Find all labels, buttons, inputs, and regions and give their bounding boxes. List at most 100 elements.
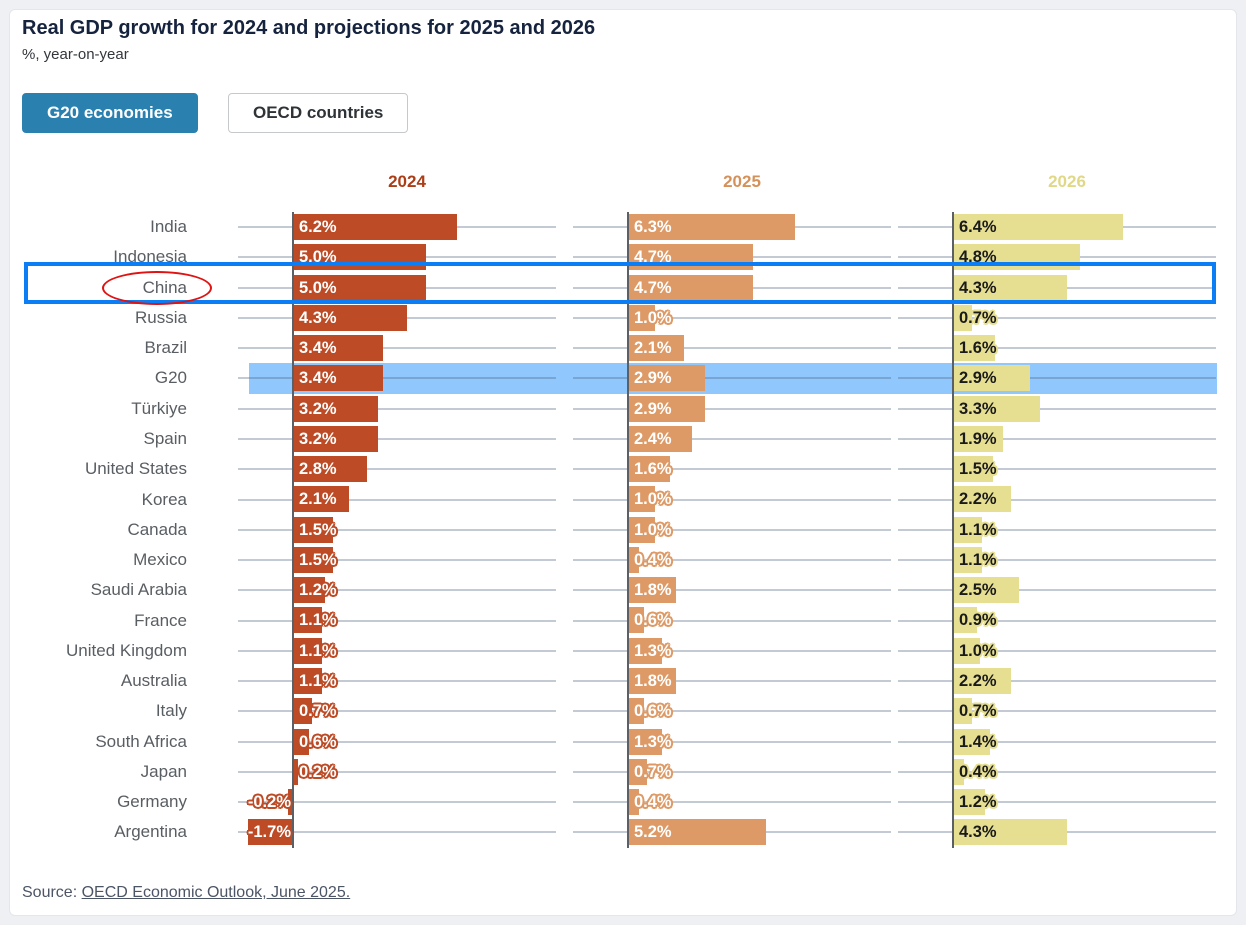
tab-g20-economies[interactable]: G20 economies [22, 93, 198, 133]
country-label-korea: Korea [141, 489, 187, 509]
value-label-2025-italy: 0.6% [634, 702, 672, 721]
chart-row-2026-korea: 2.2% [898, 484, 1216, 514]
bar-2026-japan[interactable] [953, 758, 964, 785]
bar-2024-russia[interactable] [293, 304, 407, 331]
bar-2025-mexico[interactable] [628, 546, 639, 573]
gridline [573, 740, 891, 743]
bar-2024-g20[interactable] [293, 365, 384, 392]
bar-2025-south-africa[interactable] [628, 728, 663, 755]
chart-row-2026-türkiye: 3.3% [898, 394, 1216, 424]
source-note: Source: OECD Economic Outlook, June 2025… [22, 884, 350, 902]
value-label-2025-australia: 1.8% [634, 671, 672, 690]
bar-2025-spain[interactable] [628, 425, 692, 452]
bar-2024-türkiye[interactable] [293, 395, 378, 422]
bar-2025-germany[interactable] [628, 789, 639, 816]
bar-2024-saudi-arabia[interactable] [293, 577, 325, 604]
value-label-2026-united-kingdom: 1.0% [959, 641, 997, 660]
bar-2025-france[interactable] [628, 607, 644, 634]
bar-2025-australia[interactable] [628, 667, 676, 694]
bar-2025-saudi-arabia[interactable] [628, 577, 676, 604]
value-label-2026-g20: 2.9% [959, 369, 997, 388]
bar-2024-south-africa[interactable] [293, 728, 309, 755]
bar-2024-united-states[interactable] [293, 456, 368, 483]
bar-2026-south-africa[interactable] [953, 728, 991, 755]
value-label-2025-indonesia: 4.7% [634, 248, 672, 267]
bar-2025-india[interactable] [628, 214, 795, 240]
bar-2026-italy[interactable] [953, 698, 972, 725]
bar-2024-mexico[interactable] [293, 546, 333, 573]
bar-2026-china[interactable] [953, 274, 1067, 301]
bar-2025-china[interactable] [628, 274, 753, 301]
bar-2025-italy[interactable] [628, 698, 644, 725]
bar-2026-brazil[interactable] [953, 335, 996, 362]
value-label-2025-saudi-arabia: 1.8% [634, 581, 672, 600]
bar-2025-russia[interactable] [628, 304, 655, 331]
bar-2025-brazil[interactable] [628, 335, 684, 362]
value-label-2026-türkiye: 3.3% [959, 399, 997, 418]
tab-oecd-countries[interactable]: OECD countries [228, 93, 409, 133]
value-label-2026-brazil: 1.6% [959, 339, 997, 358]
chart-row-2025-china: 4.7% [573, 273, 891, 303]
bar-2024-france[interactable] [293, 607, 323, 634]
bar-2025-united-kingdom[interactable] [628, 637, 663, 664]
gridline [573, 710, 891, 713]
bar-2024-korea[interactable] [293, 486, 349, 513]
bar-2026-g20[interactable] [953, 365, 1030, 392]
bar-2026-canada[interactable] [953, 516, 983, 543]
bar-2025-canada[interactable] [628, 516, 655, 543]
bar-2025-united-states[interactable] [628, 456, 671, 483]
bar-2026-russia[interactable] [953, 304, 972, 331]
bar-2026-korea[interactable] [953, 486, 1012, 513]
column-header-2026: 2026 [1048, 172, 1086, 191]
bar-2026-australia[interactable] [953, 667, 1012, 694]
bar-2025-japan[interactable] [628, 758, 647, 785]
chart-row-2024-australia: 1.1% [238, 666, 556, 696]
bar-2026-united-kingdom[interactable] [953, 637, 980, 664]
value-label-2024-south-africa: 0.6% [299, 732, 337, 751]
bar-2026-türkiye[interactable] [953, 395, 1041, 422]
country-label-canada: Canada [127, 519, 187, 539]
chart-row-2026-brazil: 1.6% [898, 333, 1216, 363]
chart-row-2025-united-kingdom: 1.3% [573, 636, 891, 666]
bar-2024-germany[interactable] [287, 789, 293, 816]
country-label-spain: Spain [143, 428, 187, 448]
gridline [898, 801, 1216, 804]
bar-2024-brazil[interactable] [293, 335, 384, 362]
bar-2024-japan[interactable] [293, 758, 299, 785]
value-label-2026-spain: 1.9% [959, 429, 997, 448]
gridline [238, 407, 556, 410]
chart-row-2025-brazil: 2.1% [573, 333, 891, 363]
country-label-g20: G20 [154, 368, 187, 388]
bar-2026-saudi-arabia[interactable] [953, 577, 1020, 604]
bar-2026-india[interactable] [953, 214, 1123, 240]
china-row-highlight-box [24, 262, 1216, 304]
chart-row-2025-germany: 0.4% [573, 787, 891, 817]
bar-2024-united-kingdom[interactable] [293, 637, 323, 664]
gridline [238, 740, 556, 743]
bar-2026-mexico[interactable] [953, 546, 983, 573]
bar-2024-china[interactable] [293, 274, 426, 301]
bar-2025-türkiye[interactable] [628, 395, 705, 422]
bar-2024-australia[interactable] [293, 667, 323, 694]
bar-2025-g20[interactable] [628, 365, 705, 392]
chart-row-2026-united-kingdom: 1.0% [898, 636, 1216, 666]
gridline [573, 468, 891, 471]
bar-2025-korea[interactable] [628, 486, 655, 513]
bar-2025-argentina[interactable] [628, 819, 766, 846]
bar-2024-spain[interactable] [293, 425, 378, 452]
value-label-2025-canada: 1.0% [634, 520, 672, 539]
bar-2026-spain[interactable] [953, 425, 1004, 452]
gridline [898, 377, 1216, 380]
gridline [238, 377, 556, 380]
bar-2024-argentina[interactable] [247, 819, 293, 846]
gridline [898, 316, 1216, 319]
bar-2026-france[interactable] [953, 607, 977, 634]
bar-2024-canada[interactable] [293, 516, 333, 543]
column-header-2025: 2025 [723, 172, 761, 191]
bar-2026-germany[interactable] [953, 789, 985, 816]
source-link[interactable]: OECD Economic Outlook, June 2025. [81, 884, 351, 901]
bar-2026-argentina[interactable] [953, 819, 1067, 846]
bar-2024-italy[interactable] [293, 698, 312, 725]
bar-2026-united-states[interactable] [953, 456, 993, 483]
bar-2024-india[interactable] [293, 214, 458, 240]
